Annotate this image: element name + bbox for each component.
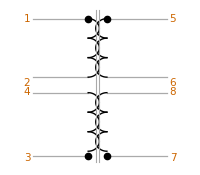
Text: 1: 1 [24,15,30,24]
Text: 2: 2 [24,78,30,88]
Text: 7: 7 [170,153,176,163]
Text: 6: 6 [170,78,176,88]
Text: 5: 5 [170,15,176,24]
Text: 8: 8 [170,87,176,97]
Text: 4: 4 [24,87,30,97]
Text: 3: 3 [24,153,30,163]
